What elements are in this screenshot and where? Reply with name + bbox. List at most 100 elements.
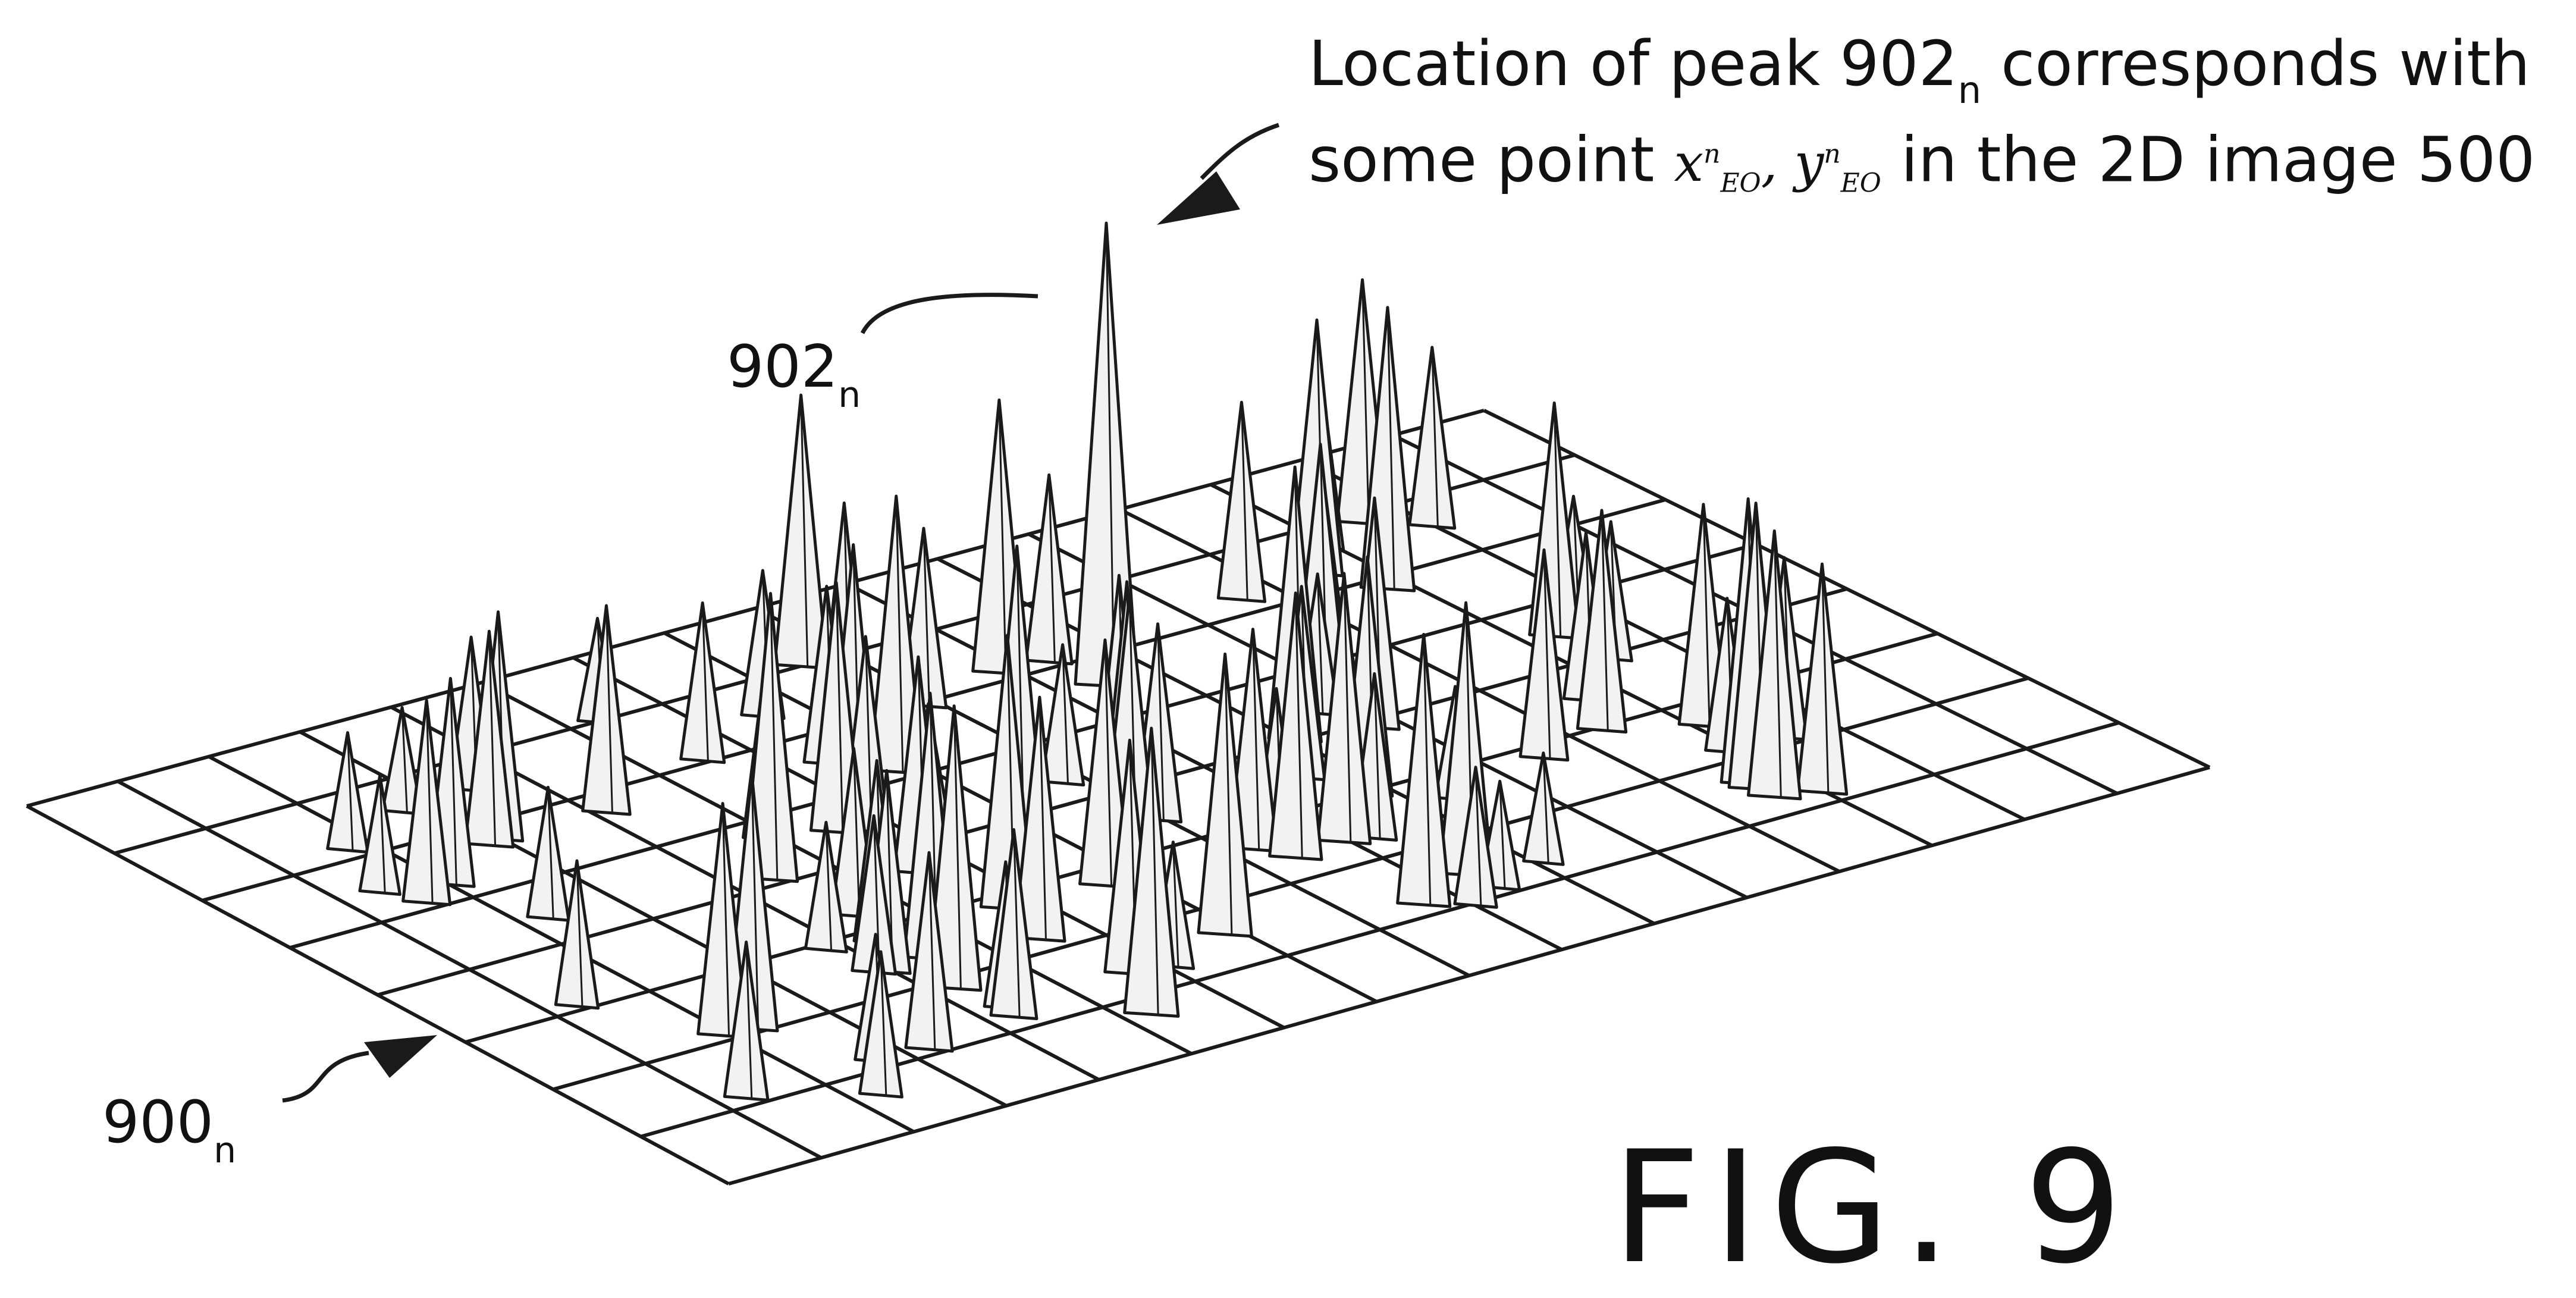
leader-lines bbox=[282, 123, 1280, 1103]
spike-ridge bbox=[1542, 753, 1549, 863]
spike-ridge bbox=[488, 631, 497, 845]
spike-ridge bbox=[425, 700, 434, 902]
spike bbox=[1316, 572, 1372, 845]
spike bbox=[1576, 509, 1628, 734]
peak-callout-text: Location of peak 902n corresponds with s… bbox=[1309, 23, 2535, 225]
spike-ridge bbox=[1048, 475, 1056, 662]
callout-math-coordinates: xnEO, ynEO bbox=[1674, 132, 1881, 199]
spike bbox=[1078, 638, 1132, 889]
callout-arrowhead bbox=[1157, 171, 1240, 225]
figure-title: FIG. 9 bbox=[1612, 1118, 2135, 1298]
spike-ridge bbox=[547, 787, 554, 918]
spike-ridge bbox=[751, 774, 760, 1029]
spike-ridge bbox=[1105, 222, 1115, 686]
spike-ridge bbox=[800, 395, 809, 666]
spike-ridge bbox=[953, 706, 962, 988]
spike-ridge bbox=[1316, 573, 1324, 713]
spike bbox=[679, 601, 726, 764]
math-x-sub: EO bbox=[1720, 168, 1761, 199]
spike-ridge bbox=[721, 803, 730, 1035]
callout-line1-tail: corresponds with bbox=[1981, 27, 2530, 100]
spike bbox=[809, 581, 864, 836]
spike bbox=[773, 393, 829, 670]
peak-label-subscript: n bbox=[838, 374, 861, 416]
spike bbox=[1197, 652, 1253, 938]
spike-ridge bbox=[1474, 767, 1482, 905]
spike bbox=[326, 731, 369, 854]
callout-line2-text: some point bbox=[1309, 123, 1674, 196]
spike-ridge bbox=[745, 942, 753, 1098]
spike-ridge bbox=[1773, 531, 1782, 797]
spike bbox=[581, 604, 632, 816]
spike-ridge bbox=[1361, 280, 1370, 523]
spike bbox=[1522, 751, 1565, 866]
spike-ridge bbox=[1012, 829, 1021, 1017]
spike-ridge bbox=[1543, 550, 1551, 758]
spike bbox=[1040, 643, 1085, 787]
spike-ridge bbox=[1038, 697, 1047, 939]
spike bbox=[1227, 628, 1279, 853]
callout-line1-text: Location of peak 902 bbox=[1309, 27, 1958, 100]
spike-ridge bbox=[895, 496, 904, 772]
spike bbox=[1796, 562, 1849, 796]
spike-ridge bbox=[1294, 592, 1303, 858]
surface-arrowhead bbox=[364, 1035, 437, 1078]
spike-ridge bbox=[1172, 842, 1179, 967]
spike bbox=[1216, 400, 1267, 603]
math-y-sup: n bbox=[1824, 139, 1841, 170]
spike-ridge bbox=[998, 400, 1007, 673]
spike-ridge bbox=[576, 860, 583, 1006]
spike-ridge bbox=[1553, 403, 1562, 636]
spike-ridge bbox=[1104, 639, 1113, 885]
spike bbox=[463, 629, 515, 849]
spike bbox=[1396, 632, 1452, 908]
spike bbox=[1453, 766, 1498, 909]
spike-ridge bbox=[1499, 781, 1506, 888]
spike bbox=[868, 494, 924, 776]
spike-ridge bbox=[379, 775, 386, 892]
callout-line2-tail: in the 2D image 500 bbox=[1881, 123, 2536, 196]
math-y: y bbox=[1794, 132, 1824, 194]
spike-ridge bbox=[864, 636, 873, 831]
spike-ridge bbox=[1150, 728, 1159, 1014]
peak-label-number: 902 bbox=[727, 333, 839, 401]
spike bbox=[358, 774, 401, 896]
spike-ridge bbox=[835, 582, 844, 832]
math-x-sup: n bbox=[1703, 139, 1721, 170]
spike-ridge bbox=[1157, 623, 1165, 820]
spike-ridge bbox=[1343, 573, 1352, 842]
surface-label-leader bbox=[282, 1051, 369, 1103]
spike-ridge bbox=[1423, 634, 1432, 905]
surface-label: 900n bbox=[102, 1089, 236, 1171]
spike bbox=[1024, 473, 1074, 666]
math-y-sub: EO bbox=[1840, 168, 1881, 199]
spike bbox=[925, 704, 983, 992]
callout-leader bbox=[1200, 123, 1280, 180]
spike bbox=[804, 820, 848, 954]
spike-ridge bbox=[770, 593, 779, 879]
math-x: x bbox=[1674, 132, 1704, 194]
spike bbox=[858, 950, 903, 1099]
spike-ridge bbox=[701, 603, 709, 760]
spike-ridge bbox=[605, 606, 613, 813]
grid-line bbox=[728, 766, 2210, 1186]
spike-ridge bbox=[923, 528, 930, 706]
spike bbox=[554, 859, 600, 1010]
spike-ridge bbox=[1373, 673, 1381, 838]
peak-label: 902n bbox=[727, 333, 861, 416]
spike bbox=[989, 828, 1038, 1021]
spike-ridge bbox=[852, 748, 861, 916]
spike-ridge bbox=[347, 732, 354, 850]
spike-ridge bbox=[1702, 504, 1711, 726]
spike bbox=[1123, 726, 1180, 1018]
spike-ridge bbox=[1252, 629, 1260, 849]
spike bbox=[1747, 529, 1802, 801]
callout-line-1: Location of peak 902n corresponds with bbox=[1309, 23, 2535, 114]
spike-ridge bbox=[401, 707, 408, 812]
spike bbox=[723, 940, 770, 1102]
arrowheads bbox=[364, 171, 1240, 1078]
spike-ridge bbox=[1062, 644, 1069, 783]
surface-label-subscript: n bbox=[214, 1130, 237, 1171]
spike-ridge bbox=[1224, 654, 1233, 934]
surface-label-number: 900 bbox=[102, 1089, 214, 1156]
